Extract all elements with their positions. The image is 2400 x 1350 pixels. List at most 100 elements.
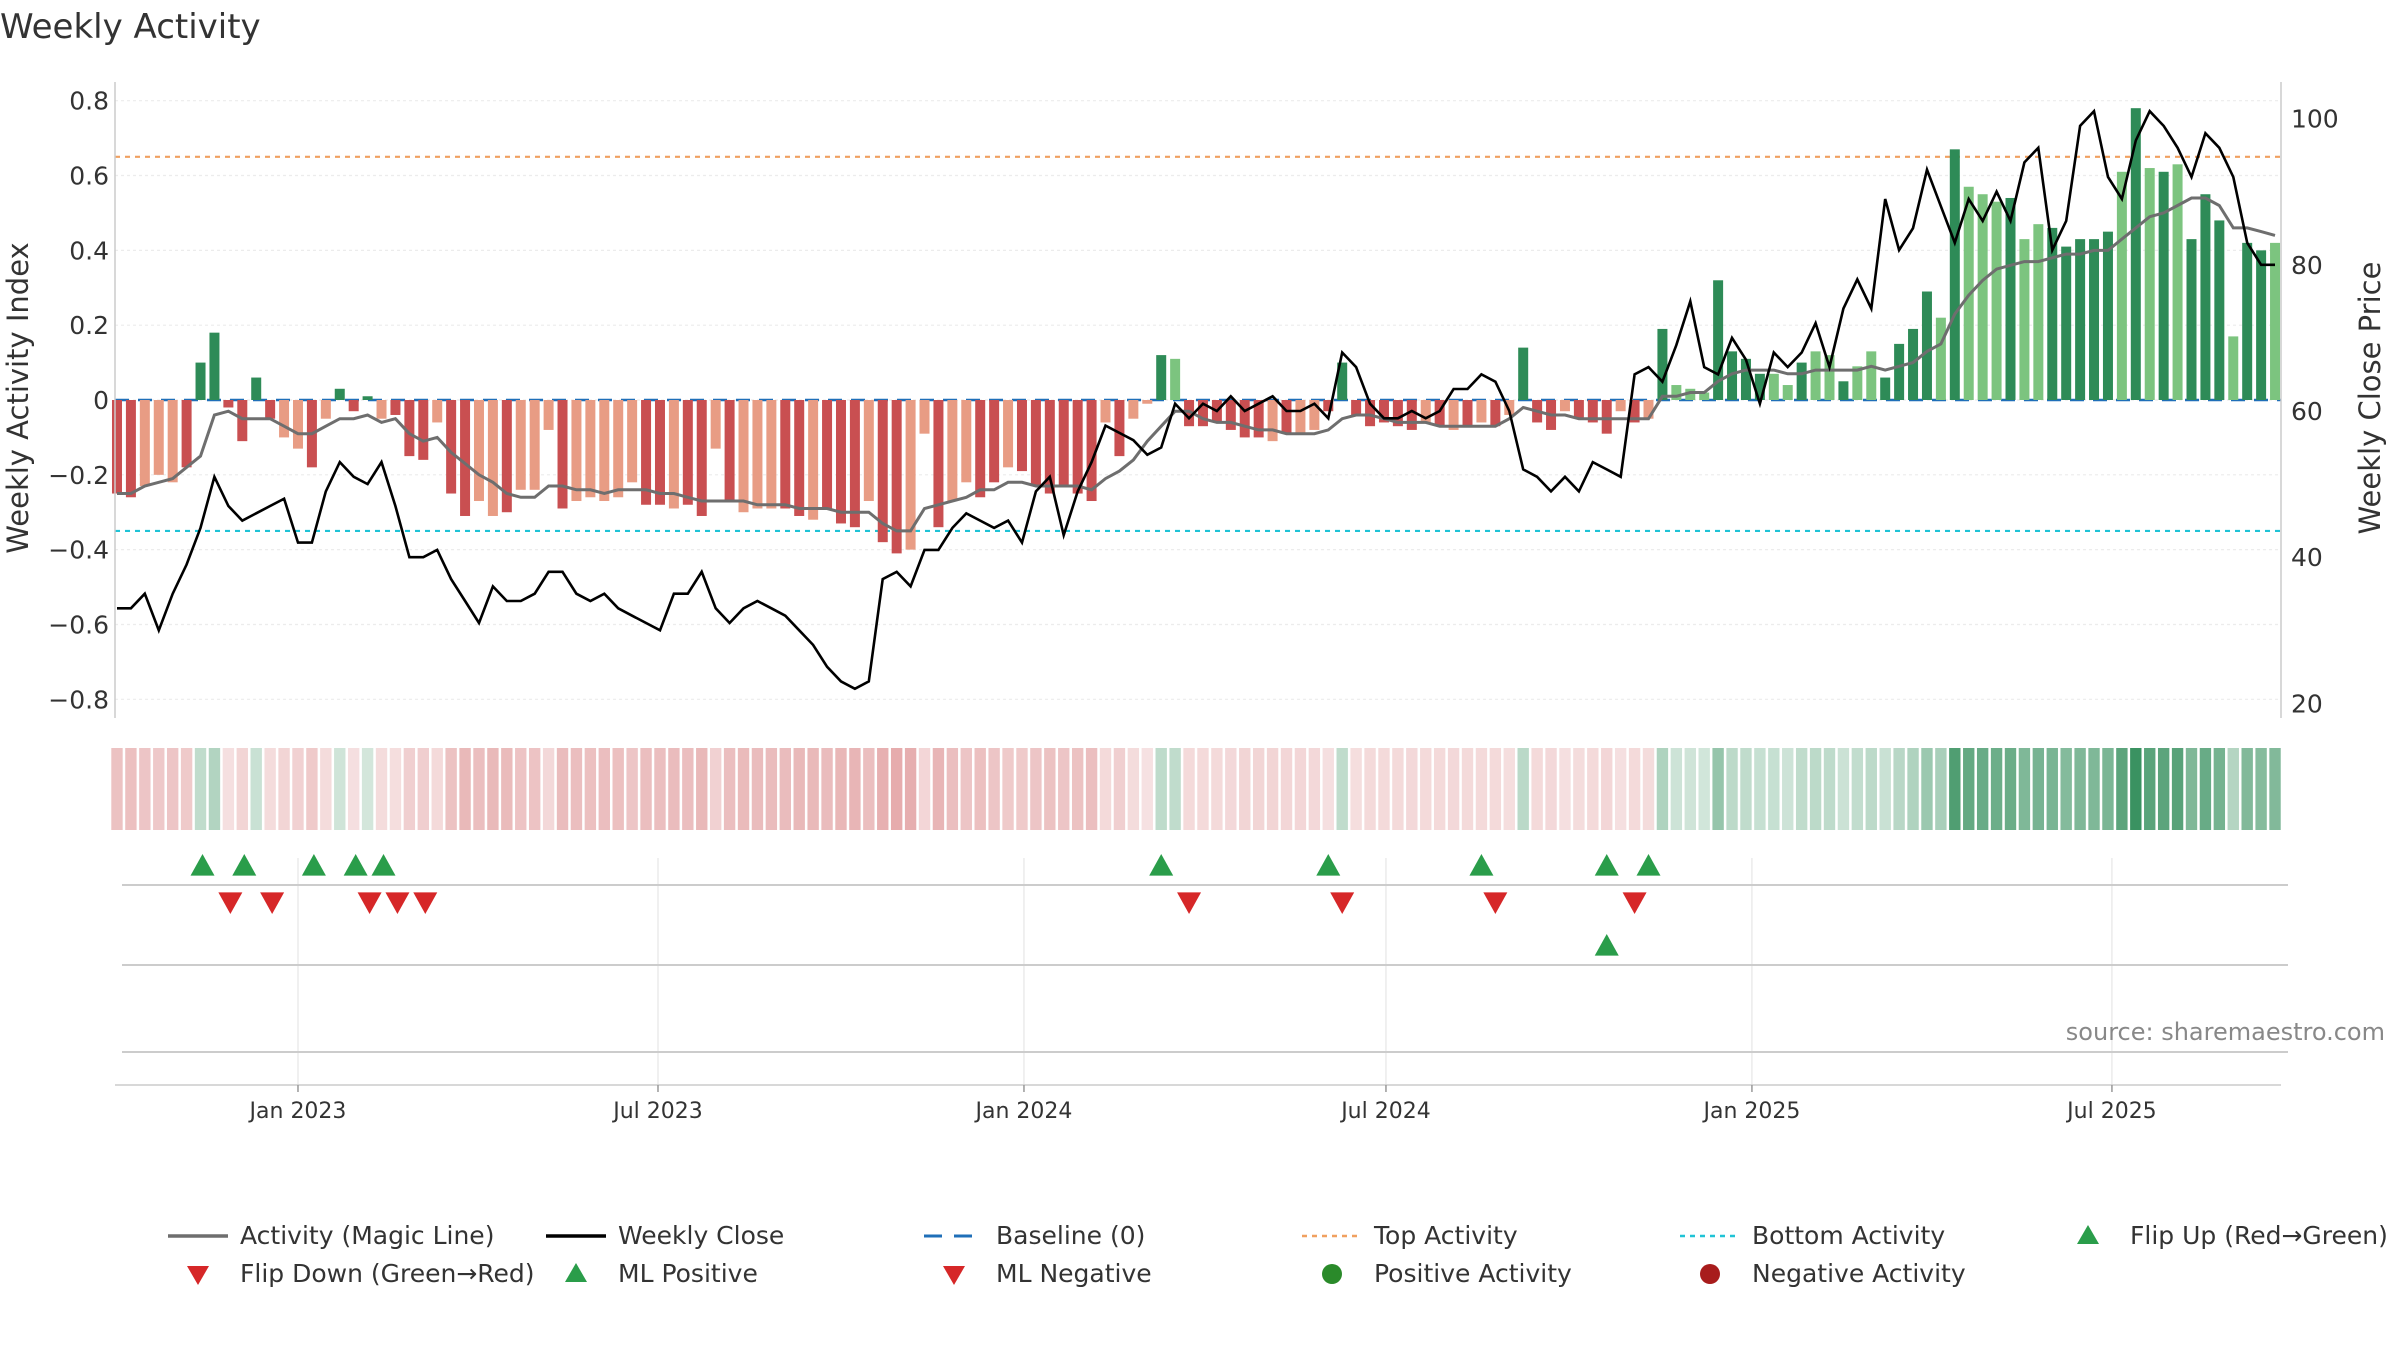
heat-cell (320, 748, 332, 830)
activity-bar (1156, 355, 1167, 400)
heat-cell (2185, 748, 2198, 830)
activity-bar (1782, 385, 1793, 400)
activity-bar (1852, 366, 1863, 400)
legend-label: Activity (Magic Line) (240, 1221, 494, 1250)
activity-bar (794, 400, 805, 516)
legend-swatch (187, 1266, 209, 1285)
heat-cell (306, 748, 318, 830)
flip-down-marker (1330, 892, 1355, 914)
activity-bar (390, 400, 401, 415)
activity-bar (432, 400, 443, 423)
activity-bar (2200, 194, 2211, 400)
legend-swatch (943, 1266, 965, 1285)
heat-cell (1823, 748, 1836, 830)
activity-bar (1977, 194, 1988, 400)
activity-heat-strip (111, 748, 2281, 830)
legend-label: ML Positive (618, 1259, 758, 1288)
heat-cell (1127, 748, 1140, 830)
heat-cell (2004, 748, 2017, 830)
heat-cell (1921, 748, 1933, 830)
activity-bar (1880, 377, 1891, 400)
activity-bar (1281, 400, 1292, 434)
activity-bar (2242, 242, 2253, 400)
activity-bar (1573, 400, 1584, 419)
heat-cell (640, 748, 652, 830)
heat-cell (125, 748, 137, 830)
heat-cell (598, 748, 610, 830)
activity-bar (292, 400, 303, 449)
heat-cell (166, 748, 179, 830)
heat-cell (1420, 748, 1432, 830)
legend-item: Bottom Activity (1680, 1221, 1945, 1250)
activity-bar (167, 400, 178, 483)
heat-cell (779, 748, 791, 830)
heat-cell (626, 748, 638, 830)
heat-cell (1573, 748, 1585, 830)
heat-cell (1447, 748, 1460, 830)
heat-cell (1030, 748, 1042, 830)
heat-cell (932, 748, 945, 830)
heat-cell (1085, 748, 1098, 830)
heat-cell (556, 748, 569, 830)
activity-bar (1100, 400, 1111, 423)
heat-cell (1963, 748, 1975, 830)
heat-cell (2032, 748, 2045, 830)
flip-down-marker (357, 892, 382, 914)
heat-cell (194, 748, 207, 830)
activity-bar (1086, 400, 1097, 502)
series-lines (117, 108, 2276, 691)
heat-cell (501, 748, 513, 830)
heat-cell (1002, 748, 1014, 830)
heat-cell (1211, 748, 1223, 830)
activity-bar (1810, 351, 1821, 400)
activity-bar (1142, 400, 1153, 404)
heat-cell (696, 748, 708, 830)
heat-cell (2018, 748, 2031, 830)
legend-item: Activity (Magic Line) (168, 1221, 494, 1250)
heat-cell (2171, 748, 2184, 830)
activity-bar (1685, 388, 1696, 400)
activity-bar (1935, 317, 1946, 400)
activity-bar (2116, 171, 2127, 400)
activity-bar (251, 377, 262, 400)
heat-cell (668, 748, 680, 830)
activity-bar (2005, 197, 2016, 400)
activity-bar (2172, 164, 2183, 400)
heat-cell (292, 748, 304, 830)
flip-up-marker (1636, 854, 1661, 876)
activity-bar (515, 400, 526, 490)
heat-cell (821, 748, 833, 830)
activity-bar (1016, 400, 1027, 472)
heat-cell (1893, 748, 1905, 830)
activity-bar (1991, 201, 2002, 400)
activity-bar (2033, 224, 2044, 400)
heat-cell (334, 748, 346, 830)
activity-bar (1629, 400, 1640, 423)
activity-bar (2047, 227, 2058, 400)
heat-cell (1433, 748, 1446, 830)
activity-bar (2214, 220, 2225, 400)
activity-bar (111, 400, 122, 494)
heat-cell (1740, 748, 1752, 830)
heat-cell (1837, 748, 1850, 830)
x-axis-ticks: Jan 2023 Jul 2023 Jan 2024 Jul 2024 Jan 2025… (248, 1085, 2157, 1124)
heat-cell (1392, 748, 1404, 830)
flip-up-marker (1149, 854, 1174, 876)
heat-cell (515, 748, 527, 830)
x-tick-label: Jul 2024 (1339, 1099, 1431, 1124)
legend-item: Flip Up (Red→Green) (2077, 1221, 2388, 1250)
activity-bar (599, 400, 610, 502)
activity-bar (1671, 385, 1682, 400)
activity-bar (1921, 291, 1932, 400)
activity-bar (1323, 400, 1334, 412)
activity-bar (557, 400, 568, 509)
heat-cell (1754, 748, 1766, 830)
activity-bar (320, 400, 331, 419)
heat-cell (417, 748, 429, 830)
heat-cell (682, 748, 694, 830)
activity-bar (181, 400, 192, 468)
left-tick-label: 0.8 (69, 87, 109, 116)
activity-bar (1824, 355, 1835, 400)
activity-bar (543, 400, 554, 430)
heat-cell (960, 748, 972, 830)
